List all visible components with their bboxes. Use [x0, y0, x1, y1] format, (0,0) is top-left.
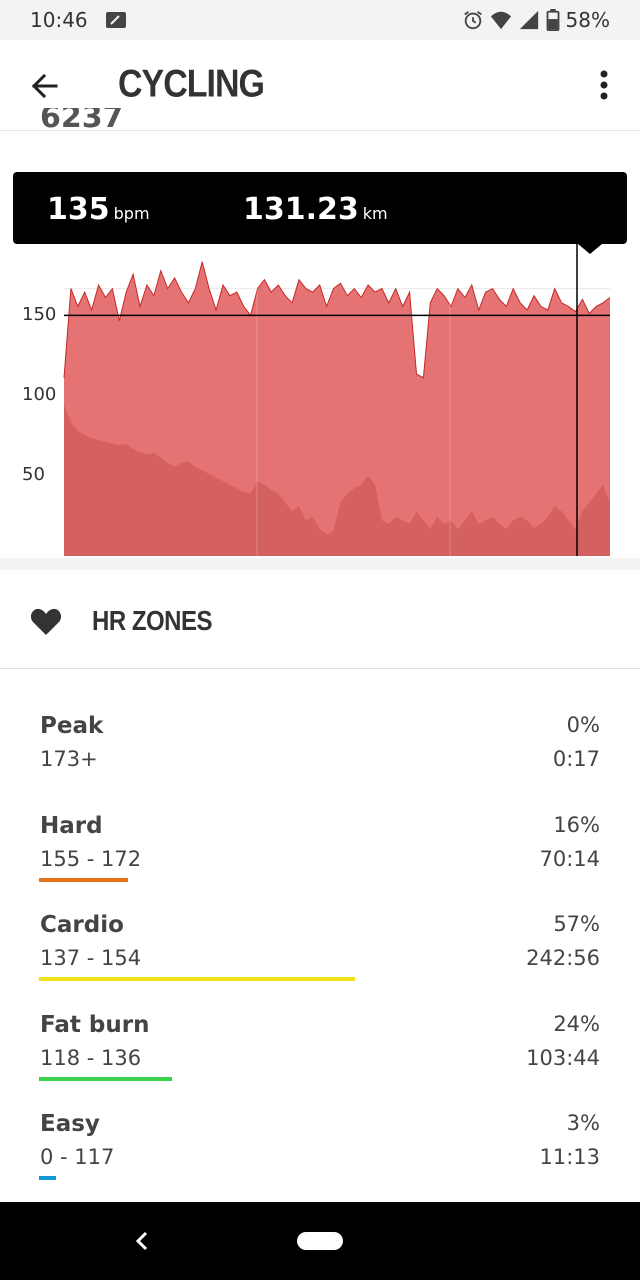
tooltip-hr-value: 135 — [47, 192, 110, 227]
tooltip-pointer — [578, 244, 602, 254]
zone-time: 0:17 — [552, 747, 600, 771]
heart-rate-chart[interactable]: 150 100 50 — [0, 244, 640, 559]
chart-svg — [63, 244, 611, 556]
heart-icon — [30, 608, 62, 635]
back-arrow-icon[interactable] — [24, 64, 68, 108]
elevation-area — [64, 404, 610, 556]
page-title: CYCLING — [118, 62, 265, 106]
zone-percent: 24% — [553, 1012, 600, 1036]
status-right-group: 58% — [462, 8, 610, 32]
zone-range: 173+ — [40, 747, 98, 771]
zone-name: Cardio — [40, 912, 124, 938]
zone-bar — [39, 878, 128, 882]
zone-percent: 16% — [553, 813, 600, 837]
app-bar: CYCLING — [0, 40, 640, 131]
y-tick-100: 100 — [22, 384, 57, 405]
zone-range: 155 - 172 — [40, 847, 142, 871]
zone-name: Easy — [40, 1111, 100, 1137]
battery-percent: 58% — [565, 8, 610, 32]
zone-name: Fat burn — [40, 1012, 150, 1038]
signal-icon — [519, 10, 538, 30]
zone-bar — [39, 1176, 56, 1180]
zone-time: 70:14 — [539, 847, 600, 871]
zone-percent: 57% — [553, 912, 600, 936]
wifi-icon — [490, 11, 511, 30]
tooltip-heart-rate: 135 bpm — [47, 192, 150, 227]
heart-rate-line — [63, 261, 611, 379]
hr-zones-title: HR ZONES — [92, 606, 213, 638]
nav-back-icon[interactable] — [128, 1226, 156, 1256]
zone-row-fat-burn: Fat burn 118 - 136 24% 103:44 — [0, 1012, 640, 1102]
zone-row-easy: Easy 0 - 117 3% 11:13 — [0, 1111, 640, 1201]
zone-percent: 0% — [566, 713, 600, 737]
zone-name: Peak — [40, 713, 104, 739]
zone-time: 11:13 — [539, 1145, 600, 1169]
more-vert-icon[interactable] — [588, 66, 620, 106]
zone-range: 137 - 154 — [40, 946, 142, 970]
zone-time: 242:56 — [526, 946, 600, 970]
notification-icon — [106, 12, 126, 28]
alarm-icon — [463, 11, 482, 30]
section-divider — [0, 558, 640, 570]
tooltip-distance: 131.23 km — [243, 192, 388, 227]
zone-time: 103:44 — [526, 1046, 600, 1070]
zone-bar — [39, 1077, 172, 1081]
zone-range: 118 - 136 — [40, 1046, 142, 1070]
system-nav-bar — [0, 1202, 640, 1280]
tooltip-hr-unit: bpm — [113, 204, 150, 223]
battery-icon — [546, 9, 559, 31]
zone-row-peak: Peak 173+ 0% 0:17 — [0, 713, 640, 803]
chart-tooltip: 135 bpm 131.23 km — [13, 172, 627, 254]
scrolled-value: 6237 — [40, 108, 124, 132]
status-bar: 10:46 58% — [0, 0, 640, 40]
zone-row-cardio: Cardio 137 - 154 57% 242:56 — [0, 912, 640, 1002]
y-tick-50: 50 — [22, 464, 45, 485]
zone-row-hard: Hard 155 - 172 16% 70:14 — [0, 813, 640, 903]
status-time: 10:46 — [30, 8, 88, 32]
tooltip-distance-unit: km — [362, 204, 388, 223]
y-tick-150: 150 — [22, 304, 57, 325]
hr-zones-header: HR ZONES — [0, 570, 640, 669]
zone-percent: 3% — [566, 1111, 600, 1135]
tooltip-distance-value: 131.23 — [243, 192, 359, 227]
nav-home-button[interactable] — [297, 1232, 343, 1250]
zone-bar — [39, 977, 355, 981]
zone-range: 0 - 117 — [40, 1145, 115, 1169]
zone-name: Hard — [40, 813, 103, 839]
